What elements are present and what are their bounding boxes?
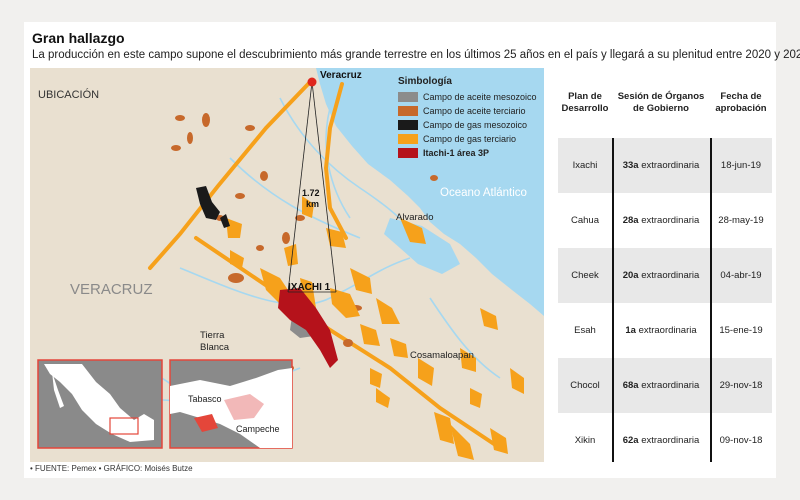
- table-row: Cahua 28a extraordinaria 28-may-19: [558, 193, 772, 248]
- legend-label: Campo de gas terciario: [423, 134, 517, 144]
- cell-sesion-tipo: extraordinaria: [638, 325, 697, 336]
- cell-sesion: 33a extraordinaria: [612, 160, 710, 171]
- legend-item: Itachi-1 área 3P: [398, 146, 538, 160]
- legend-swatch-aceite-terciario: [398, 106, 418, 116]
- cell-sesion-num: 1a: [625, 325, 636, 336]
- cell-sesion-tipo: extraordinaria: [641, 215, 700, 226]
- cell-plan: Xikin: [574, 435, 596, 446]
- legend-item: Campo de gas terciario: [398, 132, 538, 146]
- cell-sesion-tipo: extraordinaria: [641, 380, 700, 391]
- cell-plan: Chocol: [570, 380, 600, 391]
- legend-item: Campo de aceite mesozoico: [398, 90, 538, 104]
- label-ocean: Oceano Atlántico: [440, 187, 527, 199]
- header-sesion: Sesión de Órganos de Gobierno: [617, 91, 705, 114]
- cell-sesion: 20a extraordinaria: [612, 270, 710, 281]
- legend-label: Campo de gas mesozoico: [423, 120, 528, 130]
- page-subtitle: La producción en este campo supone el de…: [32, 49, 800, 61]
- cell-sesion-num: 68a: [622, 380, 639, 391]
- table-row: Chocol 68a extraordinaria 29-nov-18: [558, 358, 772, 413]
- ocean-area: [316, 68, 544, 316]
- cell-sesion-num: 20a: [622, 270, 639, 281]
- cell-fecha: 04-abr-19: [720, 270, 762, 281]
- label-cosamaloapan: Cosamaloapan: [410, 350, 474, 361]
- approval-table: Plan de Desarrollo Sesión de Órganos de …: [558, 68, 772, 462]
- cell-sesion-num: 62a: [622, 435, 639, 446]
- label-ubicacion: UBICACIÓN: [38, 88, 99, 101]
- label-alvarado: Alvarado: [396, 212, 434, 223]
- cell-sesion-tipo: extraordinaria: [641, 160, 700, 171]
- legend-item: Campo de gas mesozoico: [398, 118, 538, 132]
- cell-plan: Ixachi: [572, 160, 598, 171]
- label-veracruz-city: Veracruz: [320, 70, 362, 81]
- cell-sesion: 68a extraordinaria: [612, 380, 710, 391]
- legend-item: Campo de aceite terciario: [398, 104, 538, 118]
- label-distance-unit: km: [306, 199, 319, 209]
- highway-north: [148, 78, 314, 270]
- legend-label: Campo de aceite mesozoico: [423, 92, 537, 102]
- terciario-aceite-fields: [171, 113, 438, 371]
- legend-label: Campo de aceite terciario: [423, 106, 526, 116]
- label-veracruz-state: VERACRUZ: [70, 281, 153, 298]
- label-tierra-blanca-2: Blanca: [200, 342, 230, 353]
- cell-fecha: 28-may-19: [718, 215, 764, 226]
- label-tierra-blanca-1: Tierra: [200, 330, 225, 341]
- terciario-gas-fields: [226, 196, 524, 460]
- table-row: Xikin 62a extraordinaria 09-nov-18: [558, 413, 772, 468]
- cell-sesion-tipo: extraordinaria: [641, 435, 700, 446]
- mesozoico-gas-fields: [196, 186, 230, 228]
- veracruz-city-marker: [307, 77, 317, 87]
- lagoon: [384, 218, 460, 274]
- header-plan: Plan de Desarrollo: [561, 91, 609, 114]
- inset-zoom: [169, 359, 293, 449]
- map-panel: UBICACIÓN Veracruz VERACRUZ Oceano Atlán…: [30, 68, 544, 462]
- cell-plan: Cahua: [571, 215, 599, 226]
- table-divider: [612, 138, 614, 462]
- label-campeche: Campeche: [236, 424, 280, 434]
- cell-fecha: 09-nov-18: [719, 435, 763, 446]
- cell-sesion-num: 28a: [622, 215, 639, 226]
- cell-sesion-tipo: extraordinaria: [641, 270, 700, 281]
- legend-label: Itachi-1 área 3P: [423, 148, 490, 158]
- legend-swatch-gas-mesozoico: [398, 120, 418, 130]
- cell-fecha: 15-ene-19: [719, 325, 763, 336]
- label-tabasco: Tabasco: [188, 394, 222, 404]
- map-legend: Simbología Campo de aceite mesozoico Cam…: [398, 76, 538, 160]
- distance-indicator: [287, 77, 337, 293]
- inset-mexico: [37, 359, 163, 449]
- label-distance-value: 1.72: [302, 188, 320, 198]
- cell-plan: Cheek: [571, 270, 599, 281]
- table-row: Cheek 20a extraordinaria 04-abr-19: [558, 248, 772, 303]
- page-title: Gran hallazgo: [32, 30, 125, 46]
- header-fecha: Fecha de aprobación: [715, 91, 767, 114]
- highway-coast: [323, 82, 348, 240]
- cell-sesion-num: 33a: [622, 160, 639, 171]
- legend-title: Simbología: [398, 76, 452, 87]
- table-header: Plan de Desarrollo Sesión de Órganos de …: [558, 68, 772, 138]
- legend-swatch-gas-terciario: [398, 134, 418, 144]
- cell-sesion: 28a extraordinaria: [612, 215, 710, 226]
- map-svg: UBICACIÓN Veracruz VERACRUZ Oceano Atlán…: [30, 68, 544, 462]
- cell-sesion: 62a extraordinaria: [612, 435, 710, 446]
- cell-fecha: 18-jun-19: [720, 160, 762, 171]
- highways: [148, 78, 502, 450]
- table-divider: [710, 138, 712, 462]
- footer-credits: • FUENTE: Pemex • GRÁFICO: Moisés Butze: [30, 464, 193, 473]
- legend-swatch-aceite-mesozoico: [398, 92, 418, 102]
- infographic-card: Gran hallazgo La producción en este camp…: [24, 22, 800, 478]
- legend-swatch-ixachi: [398, 148, 418, 158]
- highway-south: [194, 236, 502, 450]
- cell-fecha: 29-nov-18: [719, 380, 763, 391]
- table-row: Ixachi 33a extraordinaria 18-jun-19: [558, 138, 772, 193]
- cell-sesion: 1a extraordinaria: [612, 325, 710, 336]
- cell-plan: Esah: [574, 325, 596, 336]
- table-row: Esah 1a extraordinaria 15-ene-19: [558, 303, 772, 358]
- label-ixachi: IXACHI 1: [288, 282, 331, 293]
- ixachi-3p-area: [278, 288, 338, 368]
